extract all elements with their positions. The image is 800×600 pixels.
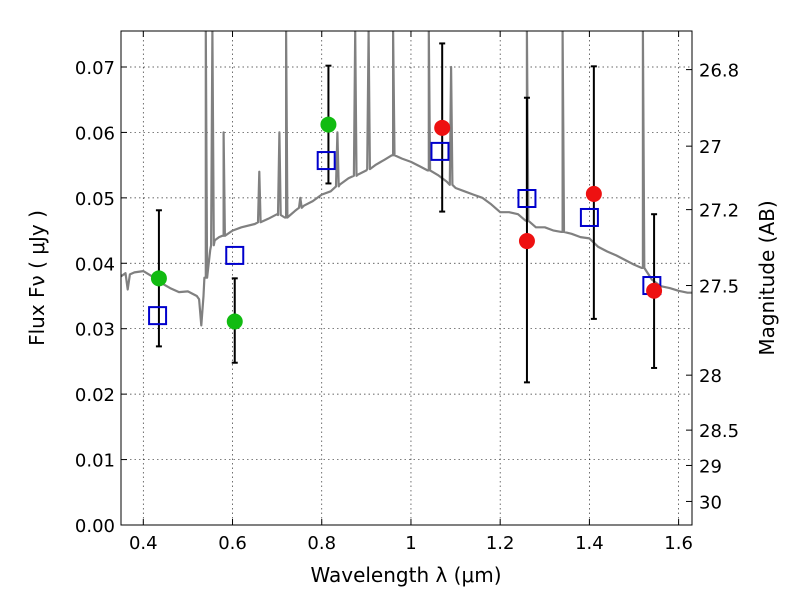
y-tick-label: 0.03	[75, 320, 115, 341]
model-flux-square	[225, 245, 245, 265]
y2-tick-label: 28	[699, 366, 722, 387]
x-tick-label: 1	[405, 533, 416, 554]
x-tick-label: 0.8	[307, 533, 336, 554]
y-tick-label: 0.00	[75, 516, 115, 537]
model-spectrum-line	[121, 31, 692, 327]
red-data-point	[434, 119, 451, 136]
plot-background	[121, 31, 692, 525]
x-tick-label: 1.6	[664, 533, 693, 554]
x-tick-label: 0.4	[129, 533, 158, 554]
x-axis-label: Wavelength λ (μm)	[310, 563, 501, 587]
y-tick-label: 0.06	[75, 123, 115, 144]
y-tick-label: 0.02	[75, 385, 115, 406]
model-flux-square	[316, 151, 336, 171]
y-tick-label: 0.01	[75, 451, 115, 472]
plot-frame	[120, 30, 693, 526]
plot-area	[121, 31, 692, 384]
model-flux-square	[579, 207, 599, 227]
y2-tick-label: 30	[699, 492, 722, 513]
model-flux-square	[430, 141, 450, 161]
y-tick-label: 0.07	[75, 58, 115, 79]
red-data-point	[646, 282, 663, 299]
y2-tick-label: 27.2	[699, 201, 739, 222]
red-data-point	[585, 185, 602, 202]
x-tick-label: 1.2	[486, 533, 515, 554]
green-data-point	[226, 313, 243, 330]
x-tick-label: 1.4	[575, 533, 604, 554]
y2-tick-label: 27.5	[699, 277, 739, 298]
green-data-point	[150, 270, 167, 287]
green-data-point	[320, 116, 337, 133]
y-tick-label: 0.05	[75, 189, 115, 210]
y-axis-label: Flux Fν ( μJy )	[25, 210, 49, 346]
y2-tick-label: 26.8	[699, 61, 739, 82]
red-data-point	[518, 233, 535, 250]
axis-ticks: 0.4 0.6 0.8 1 1.2 1.4 1.6 0.00 0.01 0.02 0.03 0.04 0…	[75, 31, 739, 554]
y-tick-label: 0.04	[75, 254, 115, 275]
y2-tick-label: 28.5	[699, 421, 739, 442]
model-flux-square	[517, 189, 537, 209]
y2-tick-label: 29	[699, 456, 722, 477]
y2-tick-label: 27	[699, 137, 722, 158]
y2-axis-label: Magnitude (AB)	[755, 200, 779, 355]
model-flux-square	[148, 306, 168, 326]
x-tick-label: 0.6	[218, 533, 247, 554]
